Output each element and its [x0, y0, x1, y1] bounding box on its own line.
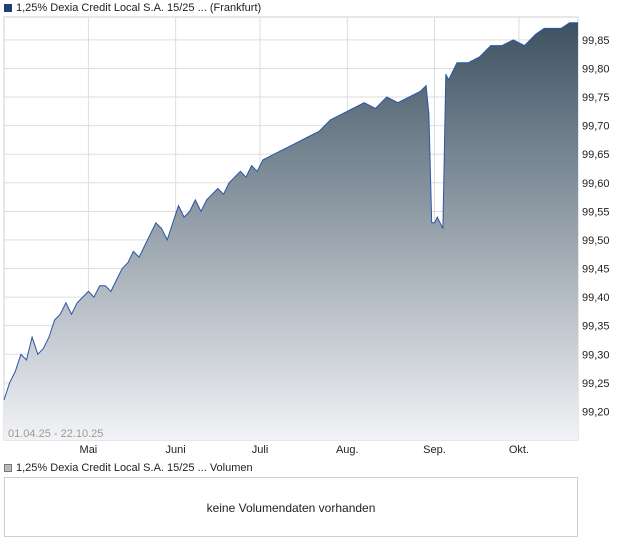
y-tick-label: 99,60	[582, 178, 610, 190]
y-tick-label: 99,45	[582, 264, 610, 276]
volume-legend-swatch	[4, 464, 12, 472]
x-tick-label: Mai	[80, 444, 98, 456]
price-legend: 1,25% Dexia Credit Local S.A. 15/25 ... …	[4, 2, 261, 14]
y-tick-label: 99,50	[582, 235, 610, 247]
volume-legend-label: 1,25% Dexia Credit Local S.A. 15/25 ... …	[16, 462, 253, 474]
y-tick-label: 99,75	[582, 92, 610, 104]
y-tick-label: 99,80	[582, 63, 610, 75]
y-tick-label: 99,40	[582, 292, 610, 304]
price-legend-swatch	[4, 4, 12, 12]
y-tick-label: 99,85	[582, 35, 610, 47]
x-tick-label: Okt.	[509, 444, 529, 456]
date-range-label: 01.04.25 - 22.10.25	[8, 428, 103, 440]
x-tick-label: Sep.	[423, 444, 446, 456]
price-chart: 99,20 99,25 99,30 99,35 99,40 99,45 99,50 99,55…	[3, 16, 610, 456]
y-tick-label: 99,65	[582, 149, 610, 161]
volume-panel: keine Volumendaten vorhanden	[4, 477, 578, 537]
x-tick-label: Aug.	[336, 444, 359, 456]
price-line	[3, 22, 578, 401]
y-tick-label: 99,35	[582, 321, 610, 333]
volume-legend: 1,25% Dexia Credit Local S.A. 15/25 ... …	[4, 462, 253, 474]
price-area	[4, 22, 578, 440]
x-axis: Mai Juni Juli Aug. Sep. Okt.	[80, 444, 529, 456]
price-legend-label: 1,25% Dexia Credit Local S.A. 15/25 ... …	[16, 2, 262, 14]
y-tick-label: 99,25	[582, 378, 610, 390]
y-tick-label: 99,70	[582, 121, 610, 133]
y-tick-label: 99,55	[582, 206, 610, 218]
y-axis: 99,20 99,25 99,30 99,35 99,40 99,45 99,50 99,55…	[582, 35, 610, 419]
x-tick-label: Juli	[252, 444, 269, 456]
x-tick-label: Juni	[166, 444, 186, 456]
y-tick-label: 99,30	[582, 349, 610, 361]
no-volume-message: keine Volumendaten vorhanden	[206, 501, 376, 515]
y-tick-label: 99,20	[582, 406, 610, 418]
